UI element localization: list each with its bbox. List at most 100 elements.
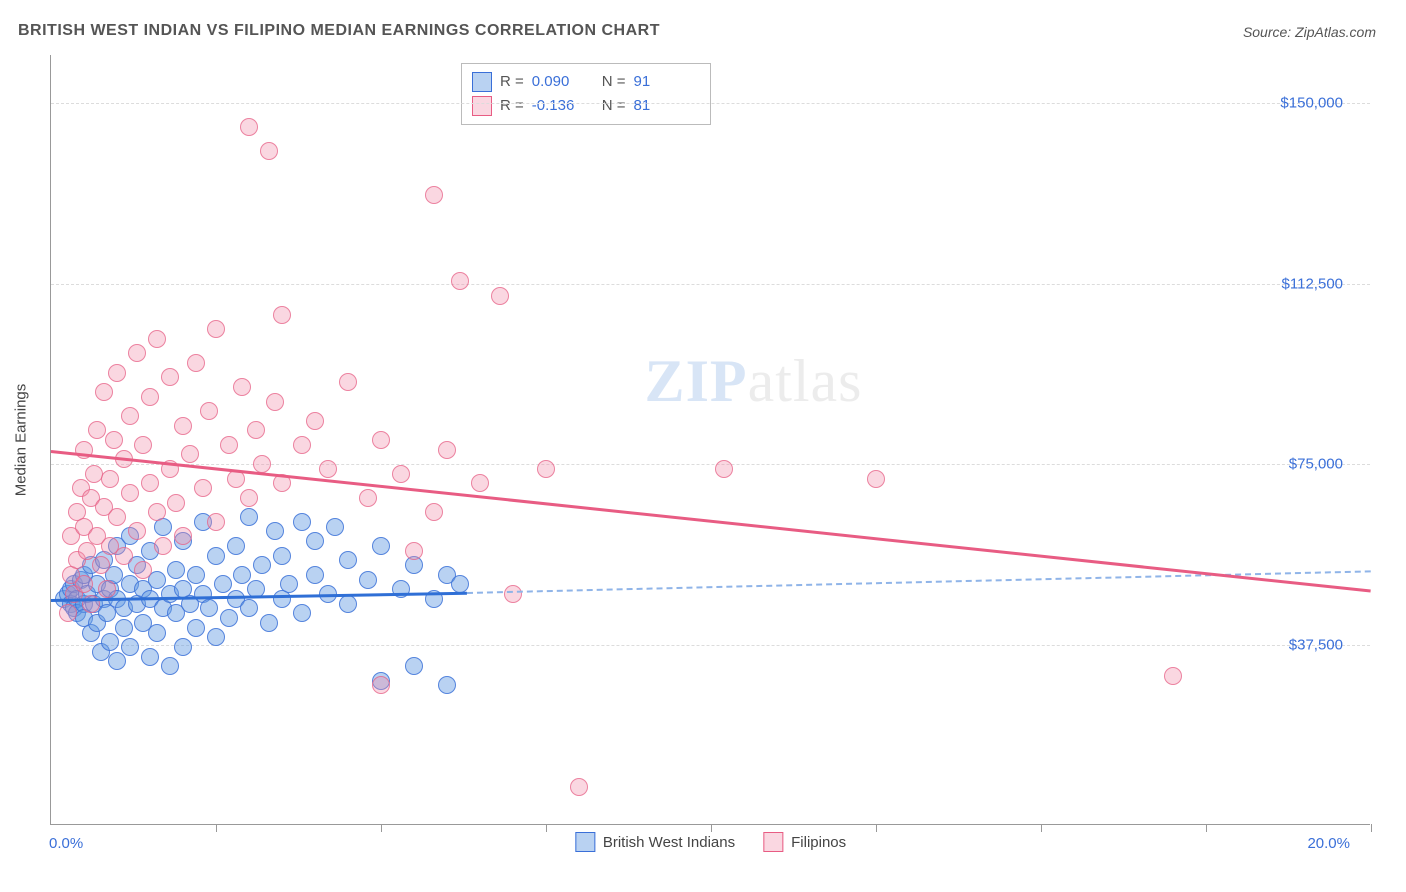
xtick [216,824,217,832]
legend-item-blue: British West Indians [575,832,735,852]
point-pink [233,378,251,396]
watermark: ZIPatlas [645,347,863,416]
point-pink [121,484,139,502]
point-pink [372,431,390,449]
point-pink [392,465,410,483]
point-pink [167,494,185,512]
point-pink [293,436,311,454]
point-pink [174,527,192,545]
point-pink [134,436,152,454]
point-pink [306,412,324,430]
point-pink [867,470,885,488]
gridline [51,464,1370,465]
point-blue [187,566,205,584]
point-pink [715,460,733,478]
point-pink [115,547,133,565]
point-blue [293,513,311,531]
point-pink [141,388,159,406]
point-blue [260,614,278,632]
point-blue [115,619,133,637]
xtick [1041,824,1042,832]
xaxis-min-label: 0.0% [49,835,83,852]
point-pink [194,479,212,497]
point-pink [207,320,225,338]
point-pink [247,421,265,439]
xtick [876,824,877,832]
point-pink [128,522,146,540]
point-pink [105,431,123,449]
point-pink [75,575,93,593]
point-blue [280,575,298,593]
point-pink [471,474,489,492]
ytick-label: $112,500 [1282,275,1375,292]
point-pink [319,460,337,478]
xtick [711,824,712,832]
xaxis-max-label: 20.0% [1307,835,1350,852]
point-pink [128,344,146,362]
swatch-blue-icon [472,72,492,92]
point-pink [98,580,116,598]
point-pink [425,503,443,521]
gridline [51,284,1370,285]
xtick [546,824,547,832]
point-blue [174,638,192,656]
point-blue [326,518,344,536]
point-blue [451,575,469,593]
point-pink [121,407,139,425]
point-pink [359,489,377,507]
point-blue [359,571,377,589]
point-pink [59,604,77,622]
xtick [1206,824,1207,832]
point-blue [227,537,245,555]
point-blue [240,599,258,617]
point-pink [134,561,152,579]
swatch-pink-icon [472,96,492,116]
point-pink [491,287,509,305]
point-blue [293,604,311,622]
source-label: Source: ZipAtlas.com [1243,24,1376,40]
point-pink [161,368,179,386]
point-blue [108,652,126,670]
ytick-label: $150,000 [1280,95,1375,112]
point-pink [405,542,423,560]
point-blue [101,633,119,651]
point-blue [372,537,390,555]
swatch-pink-icon [763,832,783,852]
gridline [51,645,1370,646]
point-pink [260,142,278,160]
point-pink [108,508,126,526]
plot-area: Median Earnings 0.0% 20.0% ZIPatlas R =0… [50,55,1370,825]
point-blue [141,648,159,666]
point-pink [181,445,199,463]
point-blue [339,595,357,613]
point-pink [148,503,166,521]
point-pink [240,118,258,136]
point-blue [200,599,218,617]
point-pink [266,393,284,411]
point-pink [425,186,443,204]
xtick [381,824,382,832]
point-pink [95,383,113,401]
point-blue [273,547,291,565]
point-blue [121,638,139,656]
point-pink [187,354,205,372]
stats-box: R =0.090 N =91 R =-0.136 N =81 [461,63,711,125]
point-blue [339,551,357,569]
point-blue [148,624,166,642]
point-blue [253,556,271,574]
swatch-blue-icon [575,832,595,852]
stats-row-blue: R =0.090 N =91 [472,70,696,94]
point-pink [148,330,166,348]
point-pink [273,306,291,324]
trend-line [467,570,1371,594]
legend: British West Indians Filipinos [575,832,846,852]
point-blue [405,657,423,675]
point-blue [167,561,185,579]
point-blue [306,532,324,550]
point-blue [207,628,225,646]
ytick-label: $37,500 [1289,636,1375,653]
point-pink [92,556,110,574]
point-pink [339,373,357,391]
stats-row-pink: R =-0.136 N =81 [472,94,696,118]
point-blue [266,522,284,540]
